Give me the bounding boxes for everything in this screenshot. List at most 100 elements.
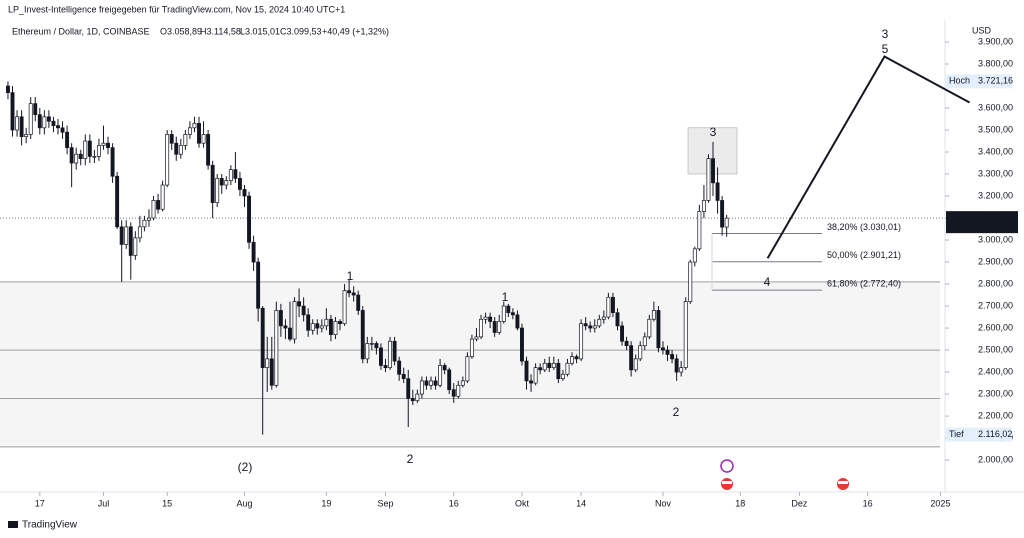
x-tick-label: Sep	[377, 498, 393, 508]
x-tick-label: Jul	[98, 498, 110, 508]
low-marker-box	[946, 427, 1012, 442]
candle-body	[379, 347, 383, 366]
candle-body	[228, 169, 233, 181]
candle-body	[37, 114, 42, 129]
candle-body	[69, 147, 74, 164]
candle-body	[374, 343, 379, 349]
candle-body	[215, 178, 220, 203]
wave-label: 1	[347, 269, 354, 283]
candle-body	[588, 325, 593, 329]
candle-body	[661, 347, 665, 351]
y-tick-label: 2.200,00	[978, 410, 1013, 420]
candle-body	[33, 103, 38, 115]
candle-body	[219, 178, 224, 186]
brand-logo	[8, 521, 18, 528]
candle-body	[51, 120, 56, 126]
candle-body	[46, 116, 51, 122]
candle-body	[147, 217, 151, 221]
candle-body	[715, 182, 720, 201]
candle-body	[583, 323, 588, 327]
candle-body	[356, 294, 361, 311]
zone	[0, 281, 940, 447]
candle-body	[383, 365, 388, 369]
candle-body	[565, 362, 570, 375]
candle-body	[497, 321, 502, 333]
candle-body	[42, 116, 47, 129]
last-price-box	[946, 211, 1018, 234]
ohlc-value: L3.015,01	[240, 26, 280, 36]
candle-body	[606, 296, 611, 318]
wave-label: 3	[882, 27, 889, 41]
candle-body	[711, 158, 715, 184]
candle-body	[724, 217, 729, 228]
candle-body	[56, 125, 60, 129]
symbol: Ethereum / Dollar, 1D, COINBASE	[12, 26, 150, 36]
candle-body	[388, 340, 393, 369]
candle-body	[347, 290, 352, 294]
y-tick-label: 3.200,00	[978, 190, 1013, 200]
candle-body	[706, 158, 711, 201]
brand: TradingView	[22, 520, 78, 531]
y-tick-label: 3.900,00	[978, 36, 1013, 46]
candle-body	[301, 305, 306, 316]
candle-body	[6, 85, 10, 93]
candle-body	[615, 312, 620, 327]
fib-label: 38,20% (3.030,01)	[827, 222, 901, 232]
candle-body	[679, 367, 684, 373]
candle-body	[656, 310, 661, 349]
candle-body	[510, 312, 515, 316]
candle-body	[333, 321, 338, 336]
header: LP_Invest-Intelligence freigegeben für T…	[8, 4, 345, 14]
candle-body	[533, 367, 538, 384]
x-tick-label: Nov	[655, 498, 672, 508]
candle-body	[78, 153, 83, 159]
x-tick-label: Okt	[515, 498, 530, 508]
y-tick-label: 2.900,00	[978, 256, 1013, 266]
candle-body	[24, 134, 29, 137]
x-tick-label: 16	[449, 498, 459, 508]
candle-body	[15, 116, 20, 131]
candle-body	[315, 323, 320, 329]
x-tick-label: 19	[321, 498, 331, 508]
candle-body	[556, 362, 561, 380]
y-tick-label: 3.800,00	[978, 58, 1013, 68]
low-marker-value: 2.116,02	[978, 429, 1012, 439]
candle-body	[60, 127, 65, 133]
candle-body	[310, 323, 315, 331]
candle-body	[96, 145, 101, 157]
candle-body	[192, 123, 197, 129]
candle-body	[156, 200, 161, 210]
candle-body	[187, 127, 192, 135]
y-tick-label: 2.500,00	[978, 344, 1013, 354]
candle-body	[87, 140, 92, 157]
candle-body	[665, 349, 670, 355]
candle-body	[165, 134, 170, 186]
y-tick-label: 3.600,00	[978, 102, 1013, 112]
candle-body	[247, 195, 251, 243]
candle-body	[629, 345, 634, 371]
candle-body	[592, 325, 597, 329]
candle-body	[28, 103, 33, 135]
currency: USD	[972, 25, 992, 35]
candle-body	[369, 343, 374, 345]
candle-body	[524, 360, 529, 382]
fib-label: 61,80% (2.772,40)	[827, 279, 901, 289]
candle-body	[128, 226, 133, 256]
x-tick-label: 14	[576, 498, 586, 508]
y-tick-label: 2.600,00	[978, 322, 1013, 332]
candle-body	[429, 380, 433, 386]
candle-body	[424, 380, 429, 386]
y-tick-label: 2.800,00	[978, 278, 1013, 288]
y-tick-label: 2.000,00	[978, 454, 1013, 464]
candle-body	[483, 316, 488, 320]
y-tick-label: 3.400,00	[978, 146, 1013, 156]
candle-body	[119, 226, 124, 245]
y-tick-label: 2.400,00	[978, 366, 1013, 376]
high-marker-value: 3.721,16	[978, 76, 1013, 86]
candle-body	[110, 147, 115, 177]
candle-body	[610, 296, 615, 314]
candle-body	[174, 142, 179, 155]
candle-body	[433, 380, 438, 386]
x-tick-label: 17	[35, 498, 45, 508]
